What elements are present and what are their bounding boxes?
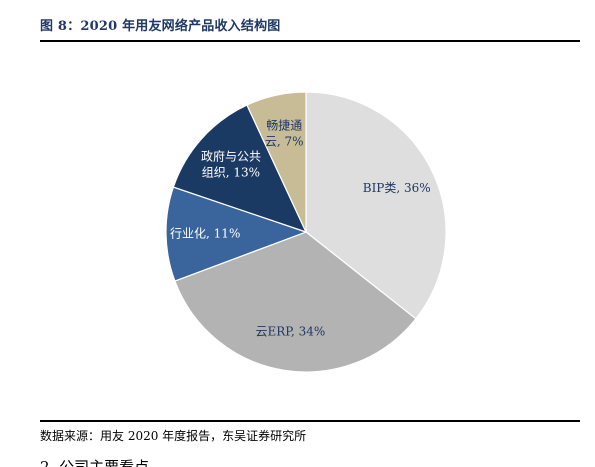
slice-label: 云ERP, 34% <box>256 325 326 339</box>
next-section-heading: 2. 公司主要看点 <box>40 458 150 467</box>
figure-title: 图 8：2020 年用友网络产品收入结构图 <box>40 19 281 34</box>
pie-slice <box>246 91 307 233</box>
pie-slice <box>174 231 417 373</box>
source-note: 数据来源：用友 2020 年度报告，东吴证券研究所 <box>40 429 307 443</box>
slice-label-line: 行业化, 11% <box>170 227 240 241</box>
slice-label-line: BIP类, 36% <box>363 181 431 195</box>
bottom-rule <box>40 420 580 422</box>
pie-chart: BIP类, 36%云ERP, 34%行业化, 11%政府与公共组织, 13%畅捷… <box>165 91 447 373</box>
pie-labels: BIP类, 36%云ERP, 34%行业化, 11%政府与公共组织, 13%畅捷… <box>170 119 431 339</box>
pie-slice <box>172 104 308 234</box>
slice-label-line: 畅捷通 <box>266 119 302 133</box>
pie-slices <box>165 91 447 373</box>
pie-slice <box>305 91 447 320</box>
slice-label: BIP类, 36% <box>363 181 431 195</box>
pie-slice <box>165 186 308 282</box>
top-rule <box>40 40 580 42</box>
slice-label-line: 云ERP, 34% <box>256 325 326 339</box>
slice-label: 畅捷通云, 7% <box>265 119 304 149</box>
slice-label: 政府与公共组织, 13% <box>201 149 261 180</box>
slice-label-line: 云, 7% <box>265 135 304 149</box>
slice-label-line: 政府与公共 <box>201 149 261 164</box>
slice-label-line: 组织, 13% <box>202 166 260 180</box>
slice-label: 行业化, 11% <box>170 227 240 241</box>
